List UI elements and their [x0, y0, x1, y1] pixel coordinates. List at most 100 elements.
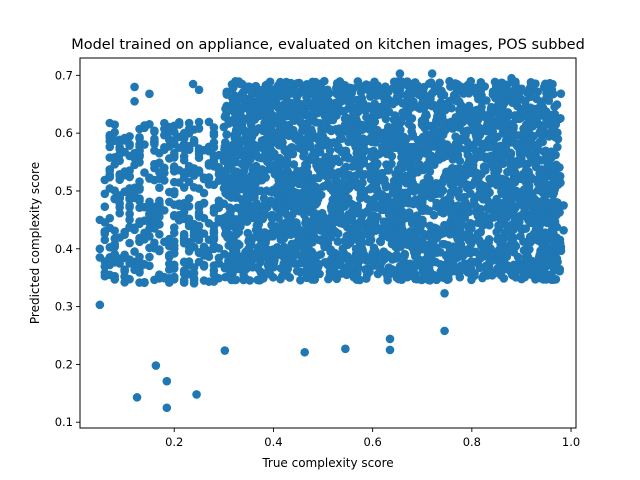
data-point [155, 212, 164, 221]
data-point [189, 135, 199, 145]
data-point [396, 242, 406, 251]
data-point [402, 80, 412, 90]
data-point [353, 77, 363, 86]
data-point [324, 171, 334, 180]
data-point [385, 345, 395, 355]
data-point [184, 202, 194, 211]
data-point [221, 169, 230, 178]
data-point [510, 162, 520, 171]
data-point [105, 270, 115, 280]
data-point [535, 127, 545, 136]
data-point [507, 184, 516, 193]
data-point [276, 159, 285, 169]
data-point [361, 106, 370, 116]
data-point [526, 213, 536, 222]
data-point [225, 272, 234, 282]
data-point [421, 204, 430, 213]
data-point [241, 247, 250, 257]
data-point [130, 82, 139, 92]
data-point [495, 263, 505, 273]
data-point [395, 274, 405, 283]
data-point [458, 252, 468, 261]
data-point [552, 100, 562, 109]
data-point [439, 228, 448, 238]
data-point [179, 275, 189, 285]
data-point [524, 259, 534, 268]
data-point [95, 244, 105, 254]
data-point [276, 274, 285, 284]
data-point [520, 129, 530, 139]
x-tick-label: 1.0 [562, 435, 580, 449]
data-point [391, 143, 400, 153]
data-point [228, 106, 238, 116]
data-point [487, 102, 496, 112]
data-point [242, 190, 252, 199]
data-point [306, 125, 316, 134]
data-point [493, 235, 502, 244]
data-point [376, 237, 386, 247]
data-point [412, 249, 421, 258]
data-point [553, 142, 562, 152]
data-point [526, 79, 536, 89]
data-point [322, 258, 332, 267]
data-point [490, 93, 500, 103]
x-axis-ticks: 0.2 0.4 0.6 0.8 1.0 [165, 428, 580, 449]
data-point [145, 89, 154, 99]
data-point [369, 261, 379, 270]
data-point [376, 257, 386, 267]
data-point [298, 178, 308, 188]
data-point [238, 172, 248, 182]
x-tick-label: 0.8 [463, 435, 481, 449]
data-point [538, 102, 547, 111]
data-point [348, 162, 357, 171]
data-point [323, 95, 332, 105]
data-point [145, 173, 154, 182]
data-point [474, 138, 484, 147]
data-point [95, 253, 105, 262]
data-point [238, 103, 248, 113]
data-point [209, 130, 219, 140]
data-point [169, 228, 179, 238]
data-point [270, 149, 279, 158]
data-point [199, 188, 209, 198]
data-point [342, 231, 352, 241]
data-point [426, 78, 436, 87]
data-point [145, 210, 154, 220]
data-point [440, 220, 449, 230]
data-point [559, 201, 568, 210]
data-point [274, 130, 283, 140]
data-point [204, 173, 214, 183]
data-point [436, 187, 446, 196]
data-point [312, 265, 322, 274]
data-point [531, 114, 541, 123]
data-point [444, 255, 453, 265]
data-point [537, 186, 547, 196]
data-point [140, 121, 149, 130]
data-point [346, 257, 355, 266]
data-point [194, 144, 204, 153]
data-point [381, 82, 390, 91]
data-point [418, 267, 427, 277]
data-point [199, 213, 209, 223]
data-point [476, 228, 485, 237]
data-point [298, 251, 307, 261]
x-tick-label: 0.6 [363, 435, 381, 449]
data-point [536, 205, 546, 214]
data-point [441, 99, 451, 109]
data-point [384, 166, 393, 175]
data-point [287, 143, 296, 152]
data-point [326, 232, 336, 242]
data-point [522, 88, 532, 97]
data-point [285, 149, 295, 159]
data-point [241, 206, 250, 215]
data-point [521, 224, 531, 233]
data-point [469, 125, 479, 135]
data-point [292, 266, 302, 276]
data-point [296, 275, 305, 285]
data-point [221, 138, 230, 147]
data-point [373, 125, 382, 135]
data-point [450, 119, 459, 128]
data-point [326, 245, 336, 255]
data-point [397, 265, 407, 274]
data-point [222, 220, 232, 229]
